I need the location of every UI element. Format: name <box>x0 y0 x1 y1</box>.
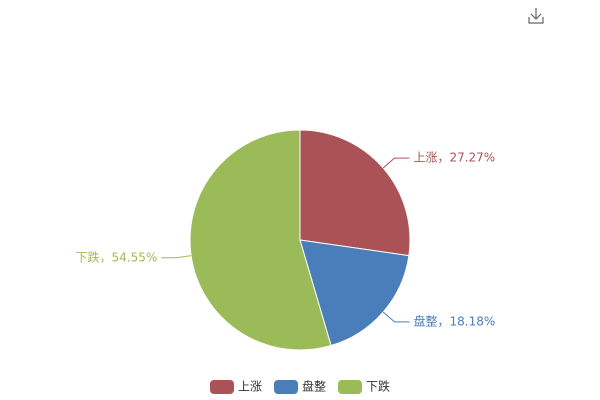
pie-slice <box>299 129 411 257</box>
label-line <box>161 255 192 259</box>
data-label: 盘整，18.18% <box>413 313 495 328</box>
download-icon[interactable] <box>528 8 544 24</box>
legend-swatch <box>338 380 362 394</box>
legend-label: 下跌 <box>366 379 390 394</box>
legend-swatch <box>210 380 234 394</box>
legend-label: 盘整 <box>302 379 326 394</box>
data-label: 下跌，54.55% <box>76 249 158 264</box>
data-label: 上涨，27.27% <box>413 150 495 165</box>
label-line <box>382 157 410 169</box>
pie-slice <box>299 239 410 347</box>
legend-label: 上涨 <box>238 379 262 394</box>
legend-swatch <box>274 380 298 394</box>
label-line <box>382 311 410 323</box>
